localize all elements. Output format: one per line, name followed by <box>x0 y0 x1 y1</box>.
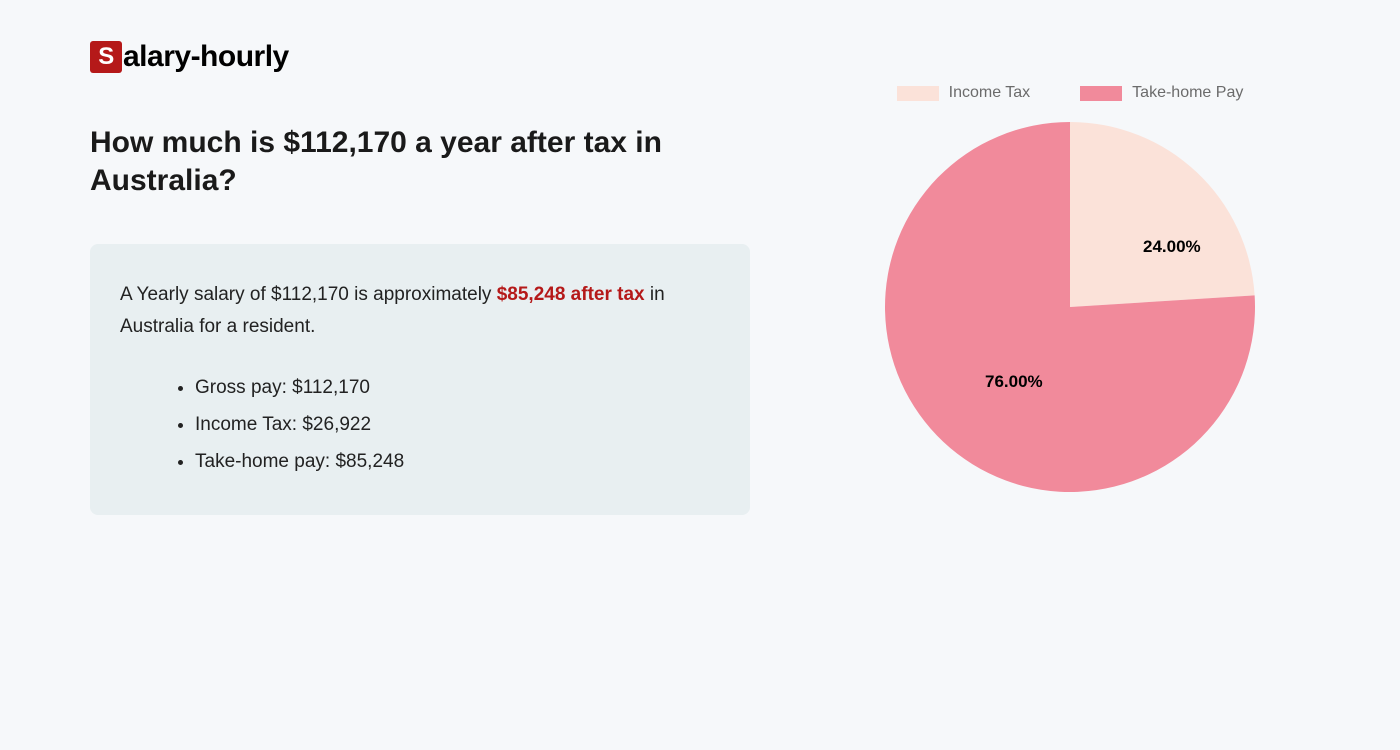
list-item: Income Tax: $26,922 <box>195 406 720 443</box>
list-item: Gross pay: $112,170 <box>195 369 720 406</box>
legend-swatch <box>897 86 939 101</box>
pie-slice-label: 24.00% <box>1143 237 1201 257</box>
summary-text: A Yearly salary of $112,170 is approxima… <box>120 279 720 344</box>
pie-svg <box>885 122 1255 492</box>
page-heading: How much is $112,170 a year after tax in… <box>90 124 750 199</box>
legend-label: Take-home Pay <box>1132 84 1243 102</box>
pie-slice-label: 76.00% <box>985 372 1043 392</box>
summary-highlight: $85,248 after tax <box>497 284 645 305</box>
chart-legend: Income Tax Take-home Pay <box>897 84 1244 102</box>
left-column: How much is $112,170 a year after tax in… <box>90 124 750 515</box>
summary-prefix: A Yearly salary of $112,170 is approxima… <box>120 284 497 305</box>
summary-box: A Yearly salary of $112,170 is approxima… <box>90 244 750 515</box>
legend-item-income-tax: Income Tax <box>897 84 1031 102</box>
site-logo: Salary-hourly <box>90 40 1310 74</box>
legend-item-take-home: Take-home Pay <box>1080 84 1243 102</box>
pie-chart: 24.00% 76.00% <box>885 122 1255 492</box>
legend-label: Income Tax <box>949 84 1031 102</box>
content-row: How much is $112,170 a year after tax in… <box>90 124 1310 515</box>
right-column: Income Tax Take-home Pay 24.00% 76.00% <box>830 84 1310 515</box>
page-root: Salary-hourly How much is $112,170 a yea… <box>0 0 1400 555</box>
list-item: Take-home pay: $85,248 <box>195 443 720 480</box>
logo-text: alary-hourly <box>123 40 289 74</box>
detail-list: Gross pay: $112,170 Income Tax: $26,922 … <box>120 369 720 480</box>
legend-swatch <box>1080 86 1122 101</box>
logo-badge: S <box>90 41 122 73</box>
